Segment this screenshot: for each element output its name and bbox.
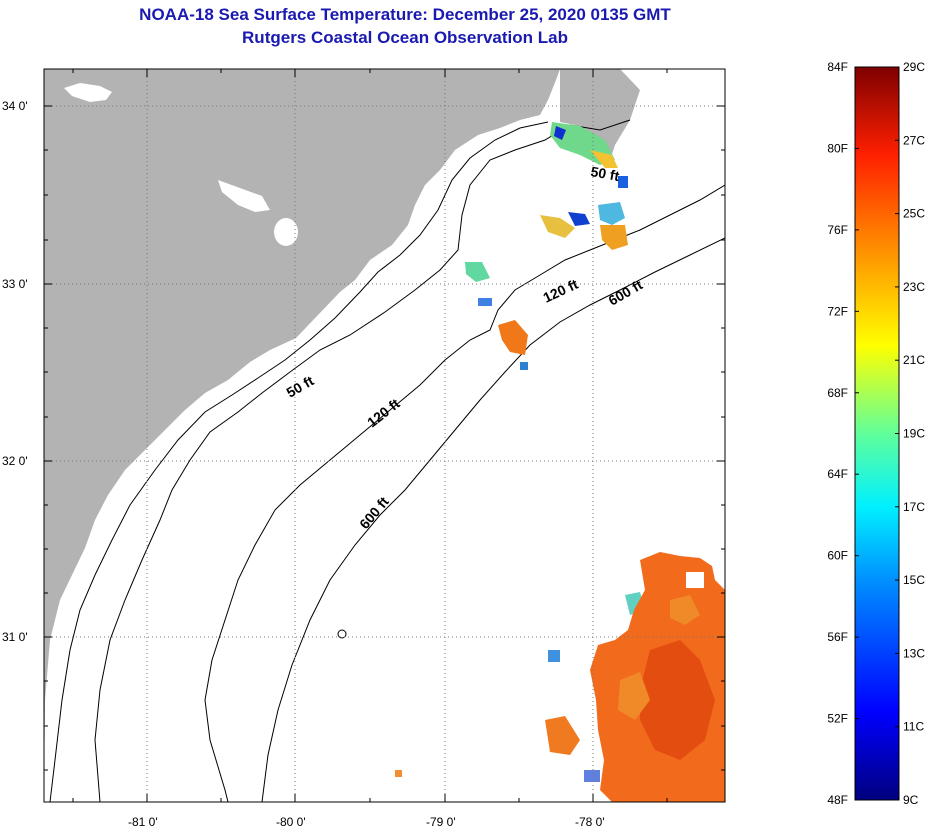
land-mass [44,69,560,802]
colorbar-f-label: 60F [827,549,848,563]
colorbar-f-label: 76F [827,223,848,237]
temperature-colorbar [854,66,900,801]
map-frame [43,68,726,803]
colorbar-c-label: 11C [903,720,924,734]
lon-label: -81 0' [128,815,158,829]
inland-lake [218,180,270,212]
colorbar-f-label: 72F [827,304,848,318]
cape-fear-land [560,69,640,160]
colorbar-c-label: 25C [903,207,925,221]
contour-ring [337,629,347,639]
sst-data [395,122,725,802]
colorbar-c-label: 19C [903,427,925,441]
map-title: NOAA-18 Sea Surface Temperature: Decembe… [139,5,671,24]
coastline [49,121,549,802]
colorbar-c-label: 21C [903,353,925,367]
contour-label-50ft: 50 ft [589,163,620,184]
colorbar-c-label: 13C [903,646,925,660]
colorbar-c-label: 27C [903,133,925,147]
lat-label: 33 0' [2,277,28,291]
colorbar-f-label: 80F [827,141,848,155]
lon-label: -78 0' [575,815,605,829]
map-subtitle: Rutgers Coastal Ocean Observation Lab [242,28,568,47]
axis-ticks [44,69,725,802]
lon-label: -80 0' [276,815,306,829]
colorbar-c-label: 17C [903,500,925,514]
colorbar-c-label: 29C [903,60,925,74]
lon-label: -79 0' [426,815,456,829]
lat-label: 34 0' [2,99,28,113]
colorbar-f-label: 48F [827,793,848,807]
lat-label: 31 0' [2,630,28,644]
colorbar-c-label: 9C [903,793,919,807]
contour-50ft [94,119,631,802]
colorbar-f-label: 56F [827,630,848,644]
inland-lake [274,218,298,246]
colorbar-f-label: 84F [827,60,848,74]
colorbar-c-label: 23C [903,280,925,294]
colorbar-f-label: 52F [827,712,848,726]
colorbar-f-label: 68F [827,386,848,400]
inland-lake [64,83,112,102]
graticule [44,69,725,802]
lat-label: 32 0' [2,454,28,468]
colorbar-c-label: 15C [903,573,925,587]
colorbar-labels: 84F 80F 76F 72F 68F 64F 60F 56F 52F 48F 29C 27C 25C 2… [827,60,925,807]
colorbar-f-label: 64F [827,467,848,481]
